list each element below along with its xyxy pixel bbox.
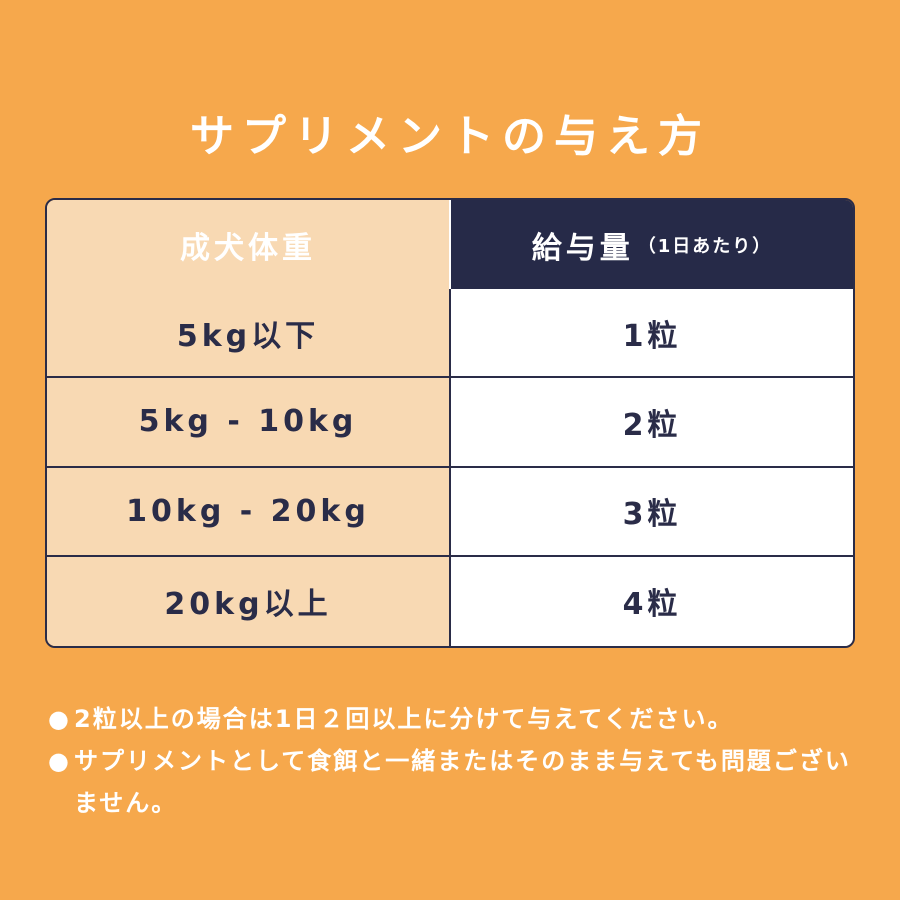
weight-cell: 10kg - 20kg (47, 467, 451, 557)
weight-cell: 5kg - 10kg (47, 378, 451, 468)
amount-cell: 4粒 (451, 556, 853, 646)
bullet-icon: ● (48, 747, 71, 775)
weight-cell: 20kg以上 (47, 556, 451, 646)
amount-cell: 3粒 (451, 467, 853, 557)
notes: ● 2粒以上の場合は1日２回以上に分けて与えてください。 ● サプリメントとして… (48, 698, 868, 824)
bullet-icon: ● (48, 705, 71, 733)
note-item: ● 2粒以上の場合は1日２回以上に分けて与えてください。 (48, 698, 868, 740)
weight-cell: 5kg以下 (47, 289, 451, 379)
header-amount-note: （1日あたり） (637, 235, 773, 257)
header-amount-label: 給与量 (531, 230, 634, 266)
header-amount: 給与量 （1日あたり） (451, 200, 853, 289)
note-text: サプリメントとして食餌と一緒またはそのまま与えても問題ございません。 (74, 747, 851, 817)
dosage-table: 成犬体重 給与量 （1日あたり） 5kg以下 1粒 5kg - 10kg 2粒 1… (45, 198, 855, 648)
amount-cell: 2粒 (451, 378, 853, 468)
note-item: ● サプリメントとして食餌と一緒またはそのまま与えても問題ございません。 (48, 740, 868, 824)
header-weight: 成犬体重 (47, 200, 451, 289)
note-text: 2粒以上の場合は1日２回以上に分けて与えてください。 (74, 705, 734, 733)
amount-cell: 1粒 (451, 289, 853, 379)
page-title: サプリメントの与え方 (190, 111, 710, 162)
